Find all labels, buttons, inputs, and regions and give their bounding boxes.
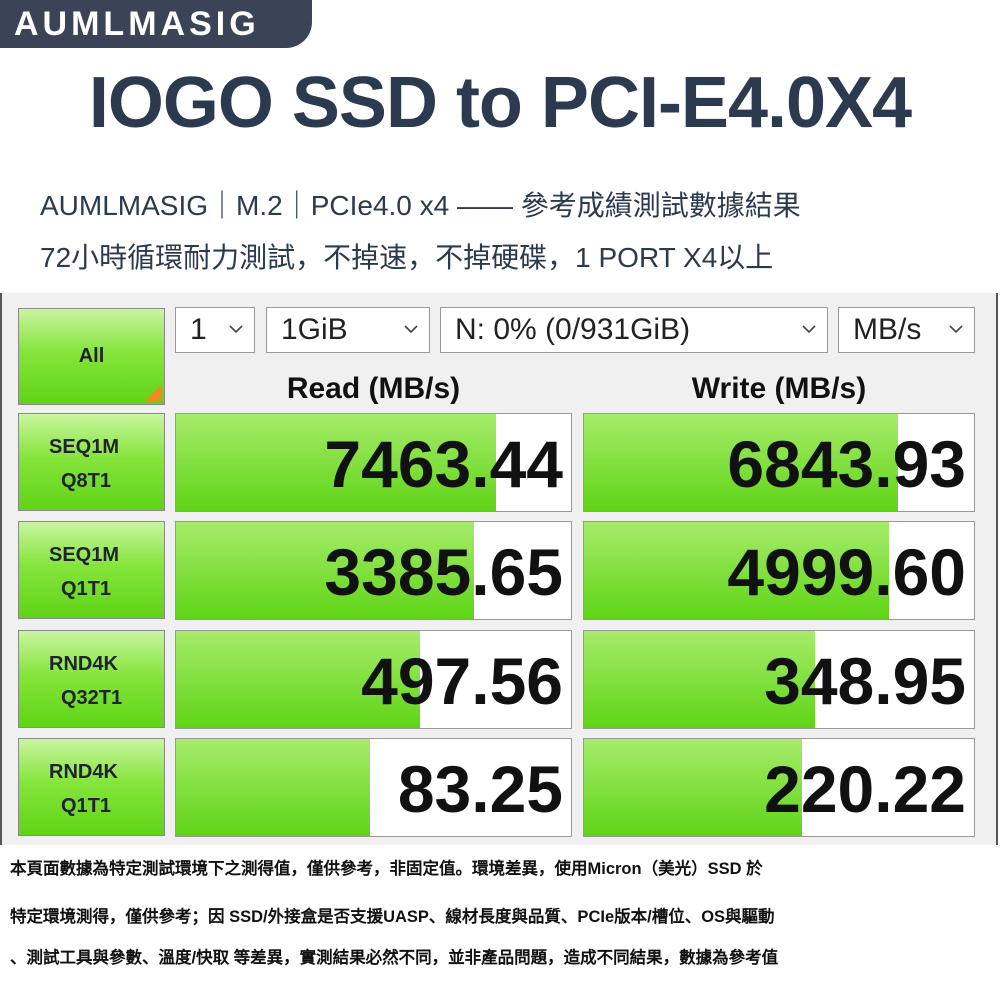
result-bar [176,414,497,511]
chevron [802,325,816,334]
result-cell: 7463.44 [175,413,572,512]
result-cell: 220.22 [583,738,975,837]
dropdown[interactable]: 1GiB [266,307,430,353]
subtitle: 72小時循環耐力測試，不掉速，不掉硬碟，1 PORT X4以上 [40,242,774,273]
result-cell: 6843.93 [583,413,975,512]
dropdown-text: MB/s [853,313,922,346]
all-label: All [78,345,105,367]
row-label: SEQ1M Q8T1 [18,413,165,511]
result-bar [584,522,889,619]
result-bar [584,739,803,836]
title: IOGO SSD to PCI-E4.0X4 [88,63,912,143]
result-value: 83.25 [397,752,563,826]
all-button[interactable]: All [18,308,165,405]
chevron [229,325,243,334]
row-label: SEQ1M Q1T1 [18,521,165,619]
chevron [949,325,963,334]
result-value: 4999.60 [727,535,966,609]
footer-line: 特定環境測得，僅供參考；因 SSD/外接盒是否支援UASP、線材長度與品質、PC… [10,908,775,926]
dropdown[interactable]: MB/s [838,307,975,353]
row-label-line: Q8T1 [61,470,112,492]
footer-line: 本頁面數據為特定測試環境下之測得值，僅供參考，非固定值。環境差異，使用Micro… [10,860,763,878]
result-cell: 3385.65 [175,521,572,620]
dropdown[interactable]: 1 [175,307,255,353]
dropdown-text: 1 [190,313,207,346]
result-value: 497.56 [361,644,563,718]
result-value: 348.95 [764,644,966,718]
result-cell: 348.95 [583,630,975,729]
result-value: 220.22 [764,752,966,826]
column-header: Write (MB/s) [691,372,867,405]
footer-line: 、測試工具與參數、溫度/快取 等差異，實測結果必然不同，並非產品問題，造成不同結… [10,949,779,967]
row-label-line: SEQ1M [49,436,120,458]
result-bar [176,631,420,728]
result-bar [176,739,370,836]
row-label: RND4K Q1T1 [18,738,165,836]
subtitle: AUMLMASIG｜M.2｜PCIe4.0 x4 —— 參考成績測試數據結果 [40,190,801,221]
chevron [404,325,418,334]
dropdown-text: N: 0% (0/931GiB) [455,313,691,346]
result-bar [176,522,474,619]
corner [144,384,162,402]
brand-tab: AUMLMASIG [0,0,312,48]
column-header: Read (MB/s) [286,372,461,405]
result-value: 6843.93 [727,427,966,501]
result-bar [584,631,815,728]
result-cell: 83.25 [175,738,572,837]
row-label: RND4K Q32T1 [18,630,165,728]
result-cell: 4999.60 [583,521,975,620]
result-bar [584,414,898,511]
result-value: 3385.65 [324,535,563,609]
row-label-line: Q1T1 [61,578,112,600]
row-label-line: RND4K [49,653,118,675]
row-label-line: SEQ1M [49,544,120,566]
result-value: 7463.44 [324,427,563,501]
result-cell: 497.56 [175,630,572,729]
dropdown[interactable]: N: 0% (0/931GiB) [440,307,828,353]
dropdown-text: 1GiB [281,313,348,346]
row-label-line: Q32T1 [61,687,123,709]
row-label-line: Q1T1 [61,795,112,817]
row-label-line: RND4K [49,761,118,783]
